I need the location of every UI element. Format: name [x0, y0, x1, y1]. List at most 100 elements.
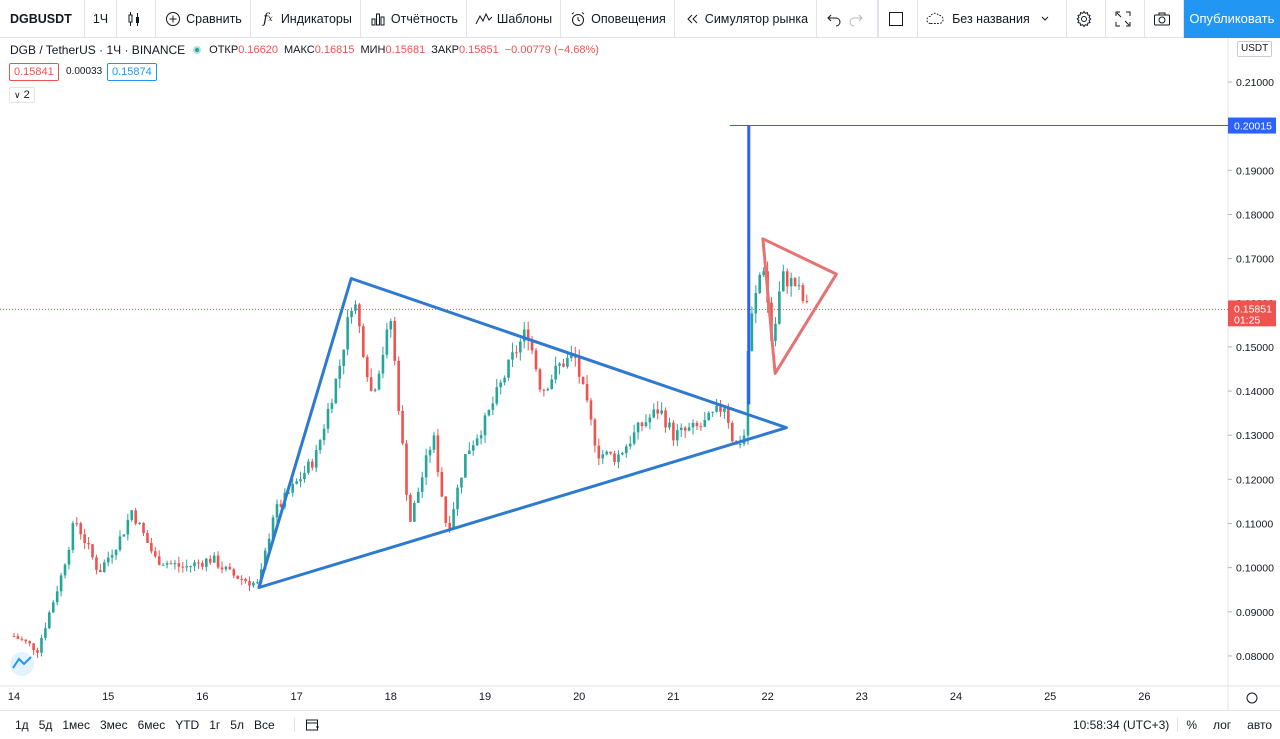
candle-body — [660, 410, 663, 414]
candle-body — [79, 523, 83, 535]
range-button[interactable]: 5д — [38, 718, 53, 732]
candle-body — [106, 557, 110, 563]
compare-label: Сравнить — [186, 11, 242, 26]
candle-body — [44, 628, 47, 638]
candle-body — [495, 387, 499, 404]
currency-badge[interactable]: USDT — [1237, 41, 1273, 57]
candle-body — [566, 357, 569, 367]
layout-name-button[interactable]: Без названия — [918, 0, 1067, 38]
range-button[interactable]: 1д — [15, 718, 29, 732]
bar-countdown-label: 01:25 — [1234, 314, 1260, 326]
percent-toggle[interactable]: % — [1186, 718, 1197, 732]
indicators-count: 2 — [23, 89, 30, 101]
indicators-collapse-button[interactable]: ∨ 2 — [9, 87, 35, 103]
time-tick-label: 14 — [8, 691, 20, 703]
buy-price-button[interactable]: 0.15874 — [107, 63, 157, 81]
symbol-search-button[interactable]: DGBUSDT — [0, 0, 85, 38]
candle-body — [12, 636, 16, 638]
range-button[interactable]: 1г — [209, 718, 221, 732]
chart-settings-icon[interactable] — [1246, 692, 1258, 704]
log-toggle[interactable]: лог — [1212, 718, 1232, 732]
candle-body — [487, 409, 491, 416]
price-chart[interactable]: 0.210000.200000.190000.180000.170000.160… — [0, 38, 1280, 710]
financials-button[interactable]: Отчётность — [361, 0, 467, 38]
templates-button[interactable]: Шаблоны — [467, 0, 562, 38]
gear-icon — [1075, 10, 1093, 28]
price-tick-label: 0.08000 — [1236, 651, 1274, 663]
blue-triangle-drawing[interactable] — [257, 277, 788, 589]
range-button[interactable]: 6мес — [137, 718, 166, 732]
candle-body — [515, 352, 518, 354]
fullscreen-button[interactable] — [1106, 0, 1145, 38]
settings-button[interactable] — [1067, 0, 1106, 38]
range-button[interactable]: 3мес — [99, 718, 128, 732]
series-title: DGB / TetherUS · 1Ч · BINANCE — [10, 43, 186, 57]
clock-timezone[interactable]: 10:58:34 (UTC+3) — [1065, 718, 1179, 732]
time-tick-label: 20 — [573, 691, 585, 703]
candle-body — [762, 271, 765, 275]
tradingview-logo-icon[interactable] — [10, 652, 34, 676]
candle-body — [405, 443, 408, 495]
range-button[interactable]: Все — [253, 718, 275, 732]
fullscreen-icon — [1114, 10, 1132, 28]
candle-body — [169, 563, 173, 565]
candle-body — [271, 517, 275, 539]
range-button[interactable]: 1мес — [62, 718, 90, 732]
candle-body — [499, 382, 502, 388]
candle-body — [593, 419, 597, 446]
candle-body — [805, 301, 809, 303]
candle-body — [617, 454, 620, 462]
candle-body — [385, 329, 389, 355]
candle-body — [750, 313, 754, 351]
range-button[interactable]: 5л — [230, 718, 244, 732]
candle-body — [157, 556, 161, 565]
candle-body — [244, 579, 247, 582]
publish-button[interactable]: Опубликовать — [1183, 0, 1280, 38]
snapshot-button[interactable] — [1145, 0, 1184, 38]
replay-label: Симулятор рынка — [704, 11, 809, 26]
alerts-button[interactable]: Оповещения — [561, 0, 675, 38]
alarm-clock-icon — [569, 10, 587, 28]
horizontal-ray-label: 0.20015 — [1234, 121, 1272, 133]
candle-body — [581, 376, 585, 384]
candle-body — [114, 550, 118, 556]
redo-icon[interactable] — [847, 10, 865, 28]
layout-toggle-button[interactable] — [878, 0, 919, 38]
candle-body — [91, 544, 94, 558]
chart-area[interactable]: 0.210000.200000.190000.180000.170000.160… — [0, 38, 1280, 710]
candle-body — [48, 612, 51, 629]
candle-body — [393, 321, 397, 361]
sell-price-button[interactable]: 0.15841 — [9, 63, 59, 81]
series-legend: DGB / TetherUS · 1Ч · BINANCE ОТКР0.1662… — [10, 43, 599, 57]
symbol-label: DGBUSDT — [10, 11, 72, 26]
candle-body — [220, 567, 224, 570]
candle-body — [24, 639, 28, 642]
ohlc-values: ОТКР0.16620 МАКС0.16815 МИН0.15681 ЗАКР0… — [209, 44, 599, 56]
candles-icon — [125, 10, 143, 28]
candle-body — [248, 581, 251, 586]
price-tick-label: 0.09000 — [1236, 607, 1274, 619]
replay-button[interactable]: Симулятор рынка — [675, 0, 818, 38]
camera-icon — [1153, 10, 1171, 28]
range-button[interactable]: YTD — [175, 718, 200, 732]
candle-body — [75, 523, 79, 525]
candle-body — [793, 277, 797, 286]
candle-body — [99, 569, 102, 573]
price-tick-label: 0.15000 — [1236, 342, 1274, 354]
last-price-label: 0.15851 — [1234, 303, 1272, 315]
candle-body — [577, 357, 581, 377]
compare-button[interactable]: Сравнить — [156, 0, 251, 38]
red-triangle-drawing[interactable] — [761, 237, 838, 375]
candle-body — [738, 443, 742, 445]
cloud-icon — [926, 10, 944, 28]
candle-body — [503, 377, 506, 383]
auto-toggle[interactable]: авто — [1247, 718, 1272, 732]
undo-icon[interactable] — [825, 10, 843, 28]
chart-type-button[interactable] — [117, 0, 157, 38]
candle-body — [648, 417, 652, 423]
calendar-goto-icon[interactable] — [293, 718, 321, 732]
candle-body — [774, 323, 777, 341]
interval-button[interactable]: 1Ч — [85, 0, 118, 38]
